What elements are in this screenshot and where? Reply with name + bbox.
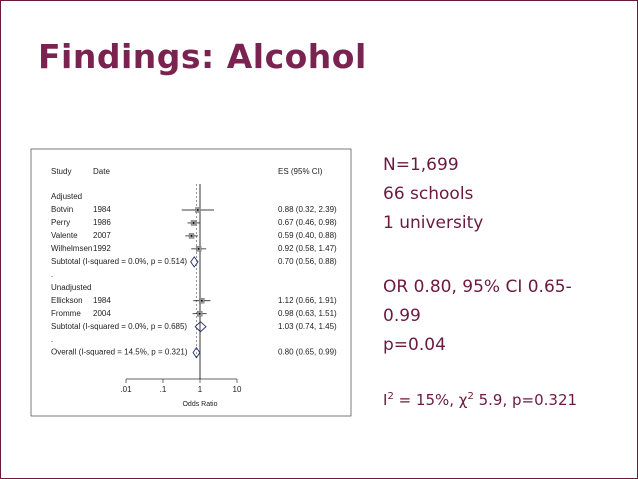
stats-part: 2 [387, 391, 394, 402]
study-date: 1992 [93, 244, 111, 253]
heterogeneity-stats: I2 = 15%, χ2 5.9, p=0.321 [383, 391, 577, 409]
x-tick-label: 1 [198, 385, 203, 394]
stats-part: 2 [467, 391, 474, 402]
study-label: Perry [51, 218, 70, 227]
header: Date [93, 167, 110, 176]
key-points: N=1,699 66 schools 1 university OR 0.80,… [383, 151, 595, 360]
study-label: Subtotal (I-squared = 0.0%, p = 0.685) [51, 322, 187, 331]
effect-point [197, 209, 199, 211]
point: OR 0.80, 95% CI 0.65-0.99 [383, 277, 572, 326]
x-axis-label: Odds Ratio [182, 401, 217, 408]
study-label: Valente [51, 231, 78, 240]
stats-part: I [383, 391, 388, 409]
effect-label: 0.70 (0.56, 0.88) [278, 257, 337, 266]
study-label: Overall (I-squared = 14.5%, p = 0.321) [51, 348, 188, 357]
effect-label: 0.98 (0.63, 1.51) [278, 309, 337, 318]
stats-part: 5.9, p=0.321 [473, 391, 578, 409]
study-label: Fromme [51, 309, 81, 318]
study-label: Botvin [51, 205, 73, 214]
study-date: 2004 [93, 309, 111, 318]
effect-point [192, 222, 195, 224]
stats-part: = 15%, [393, 391, 459, 409]
pooled-diamond [194, 321, 207, 333]
x-tick-label: .01 [120, 385, 132, 394]
header: ES (95% CI) [278, 167, 323, 176]
effect-point [197, 247, 200, 250]
study-label: . [51, 335, 53, 344]
effect-label: 1.03 (0.74, 1.45) [278, 322, 337, 331]
effect-label: 1.12 (0.66, 1.91) [278, 296, 337, 305]
pooled-diamond [192, 346, 201, 359]
study-label: . [51, 270, 53, 279]
study-date: 1984 [93, 205, 111, 214]
effect-point [200, 299, 203, 302]
point: p=0.04 [383, 335, 446, 355]
effect-label: 0.92 (0.58, 1.47) [278, 244, 337, 253]
effect-point [190, 235, 193, 237]
study-date: 1986 [93, 218, 111, 227]
point: 66 schools [383, 184, 474, 204]
point: 1 university [383, 213, 484, 233]
effect-label: 0.67 (0.46, 0.98) [278, 218, 337, 227]
effect-point [198, 312, 201, 315]
study-label: Subtotal (I-squared = 0.0%, p = 0.514) [51, 257, 187, 266]
point: N=1,699 [383, 155, 459, 175]
study-label: Wilhelmsen [51, 244, 92, 253]
slide-title: Findings: Alcohol [38, 37, 367, 76]
study-date: 1984 [93, 296, 111, 305]
stats-part: χ [458, 391, 468, 409]
plot-frame [30, 148, 352, 417]
header: Study [51, 167, 71, 176]
study-label: Ellickson [51, 296, 83, 305]
effect-label: 0.59 (0.40, 0.88) [278, 231, 337, 240]
pooled-diamond [190, 256, 199, 268]
effect-label: 0.88 (0.32, 2.39) [278, 205, 337, 214]
effect-label: 0.80 (0.65, 0.99) [278, 348, 337, 357]
study-label: Unadjusted [51, 283, 91, 292]
x-tick-label: 10 [233, 385, 242, 394]
study-date: 2007 [93, 231, 111, 240]
study-label: Adjusted [51, 192, 82, 201]
x-tick-label: .1 [160, 385, 167, 394]
